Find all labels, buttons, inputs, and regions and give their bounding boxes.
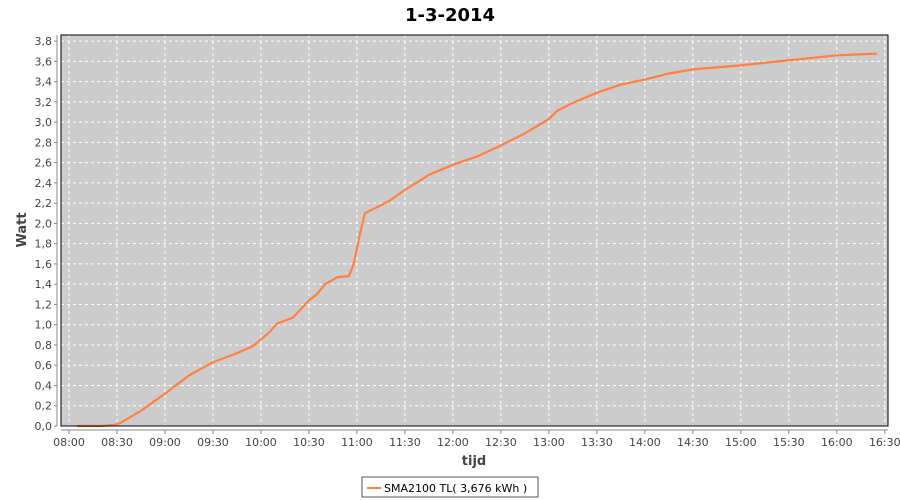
x-tick-label: 15:00	[725, 436, 757, 449]
y-tick-label: 3,4	[35, 76, 53, 89]
y-tick-label: 1,8	[35, 238, 53, 251]
x-tick-label: 15:30	[773, 436, 805, 449]
x-tick-label: 13:30	[581, 436, 613, 449]
plot-area	[61, 35, 888, 426]
plot-border	[60, 34, 889, 427]
y-tick-label: 0,6	[35, 359, 53, 372]
x-tick-label: 11:30	[389, 436, 421, 449]
x-axis-label: tijd	[462, 454, 486, 469]
legend-label: SMA2100 TL( 3,676 kWh )	[384, 482, 527, 495]
x-axis: 08:00 08:30 09:00 09:30 10:00 10:30 11:00 11:30…	[53, 429, 900, 449]
y-tick-label: 1,2	[35, 298, 53, 311]
y-tick-label: 2,2	[35, 197, 53, 210]
legend-box	[361, 476, 539, 498]
y-tick-label: 0,4	[35, 379, 53, 392]
x-tick-label: 12:30	[485, 436, 517, 449]
y-tick-label: 2,8	[35, 136, 53, 149]
y-tick-label: 3,6	[35, 55, 53, 68]
x-tick-label: 14:30	[677, 436, 709, 449]
series-line	[77, 52, 877, 428]
y-tick-label: 2,0	[35, 217, 53, 230]
x-tick-label: 11:00	[341, 436, 373, 449]
y-tick-label: 3,2	[35, 96, 53, 109]
x-tick-label: 09:00	[149, 436, 181, 449]
y-tick-label: 1,6	[35, 258, 53, 271]
y-axis: 0,0 0,2 0,4 0,6 0,8 1,0 1,2 1,4 1,6 1,8 2,0 2,2 2,4 2…	[35, 35, 58, 433]
y-tick-label: 2,4	[35, 177, 53, 190]
y-tick-label: 0,8	[35, 339, 53, 352]
x-tick-label: 10:00	[245, 436, 277, 449]
x-tick-label: 14:00	[629, 436, 661, 449]
x-tick-label: 13:00	[533, 436, 565, 449]
x-tick-label: 16:30	[869, 436, 900, 449]
x-tick-label: 08:30	[101, 436, 133, 449]
y-axis-label: Watt	[15, 212, 30, 247]
x-tick-label: 09:30	[197, 436, 229, 449]
chart-title: 1-3-2014	[405, 5, 495, 26]
y-tick-label: 3,8	[35, 35, 53, 48]
x-tick-label: 12:00	[437, 436, 469, 449]
grid	[61, 35, 888, 427]
y-tick-label: 2,6	[35, 157, 53, 170]
y-tick-label: 3,0	[35, 116, 53, 129]
y-tick-label: 0,0	[35, 420, 53, 433]
y-tick-label: 1,0	[35, 319, 53, 332]
x-tick-label: 08:00	[53, 436, 85, 449]
x-tick-label: 10:30	[293, 436, 325, 449]
y-tick-label: 1,4	[35, 278, 53, 291]
y-tick-label: 0,2	[35, 400, 53, 413]
legend: SMA2100 TL( 3,676 kWh )	[361, 476, 539, 498]
x-tick-label: 16:00	[821, 436, 853, 449]
